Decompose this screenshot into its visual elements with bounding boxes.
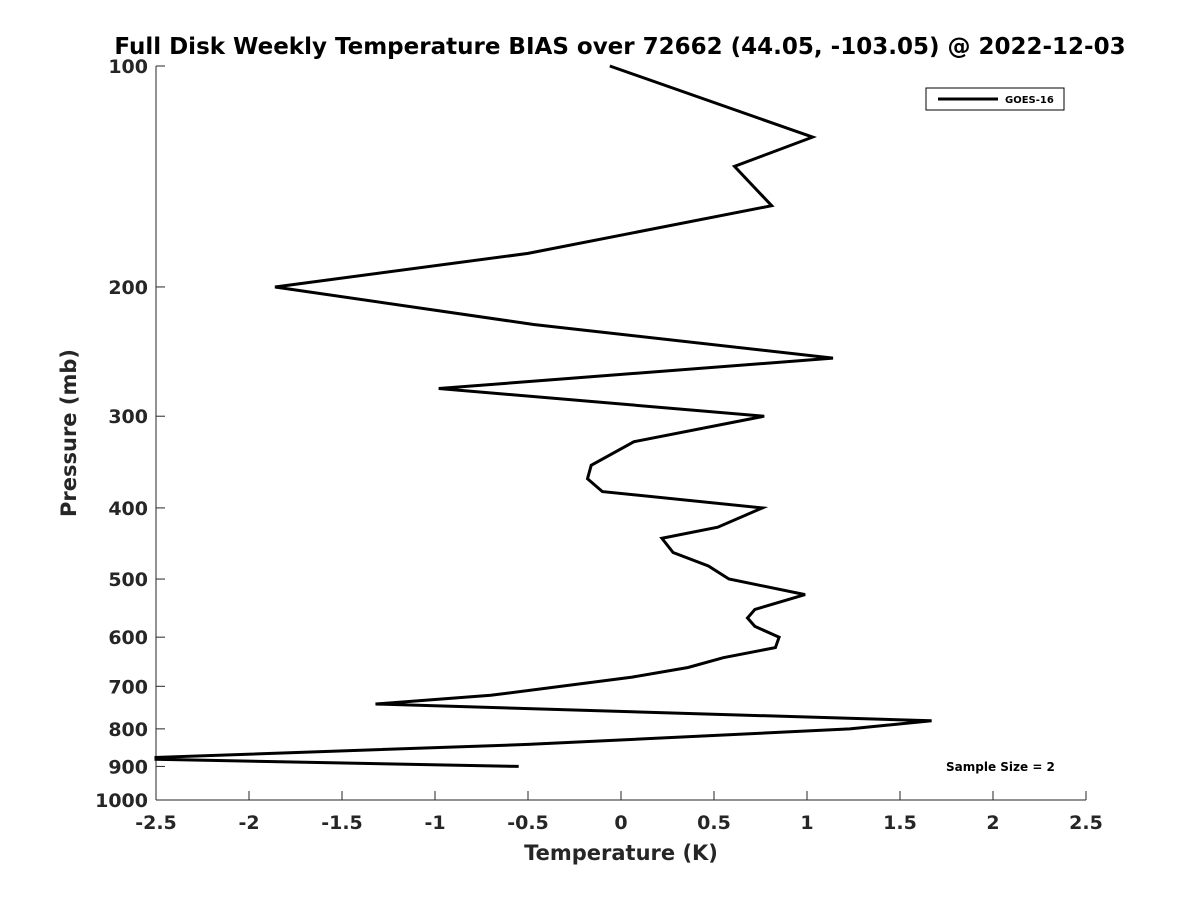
y-axis: 100 200 300 400 500 600 700 800 900 1000 [95, 56, 165, 812]
legend: GOES-16 [925, 87, 1065, 111]
y-tick-label: 900 [108, 756, 148, 778]
y-tick-label: 100 [108, 56, 148, 78]
y-axis-label: Pressure (mb) [57, 349, 81, 517]
chart-title: Full Disk Weekly Temperature BIAS over 7… [114, 34, 1125, 60]
y-tick-label: 800 [108, 719, 148, 741]
series-layer [154, 64, 932, 768]
x-tick-label: -1 [424, 812, 445, 834]
x-tick-label: 2 [986, 812, 999, 834]
y-tick-label: 500 [108, 569, 148, 591]
plot-area [156, 66, 1086, 800]
x-tick-label: 1 [800, 812, 813, 834]
x-tick-label: 0 [614, 812, 627, 834]
y-tick-label: 1000 [95, 790, 148, 812]
y-tick-label: 400 [108, 498, 148, 520]
x-axis: -2.5 -2 -1.5 -1 -0.5 0 0.5 1 1.5 2 2.5 [135, 791, 1103, 834]
x-tick-label: 2.5 [1069, 812, 1103, 834]
series-line-goes-16 [154, 64, 932, 768]
sample-size-annotation: Sample Size = 2 [946, 760, 1055, 774]
x-axis-label: Temperature (K) [524, 841, 718, 865]
x-tick-label: -2 [238, 812, 259, 834]
y-tick-label: 700 [108, 676, 148, 698]
x-tick-label: -2.5 [135, 812, 177, 834]
x-tick-label: -1.5 [321, 812, 363, 834]
y-tick-label: 200 [108, 277, 148, 299]
y-tick-label: 300 [108, 406, 148, 428]
x-tick-label: -0.5 [507, 812, 549, 834]
x-tick-label: 0.5 [697, 812, 731, 834]
legend-label-goes-16: GOES-16 [1005, 95, 1054, 106]
x-tick-label: 1.5 [883, 812, 917, 834]
y-tick-label: 600 [108, 627, 148, 649]
